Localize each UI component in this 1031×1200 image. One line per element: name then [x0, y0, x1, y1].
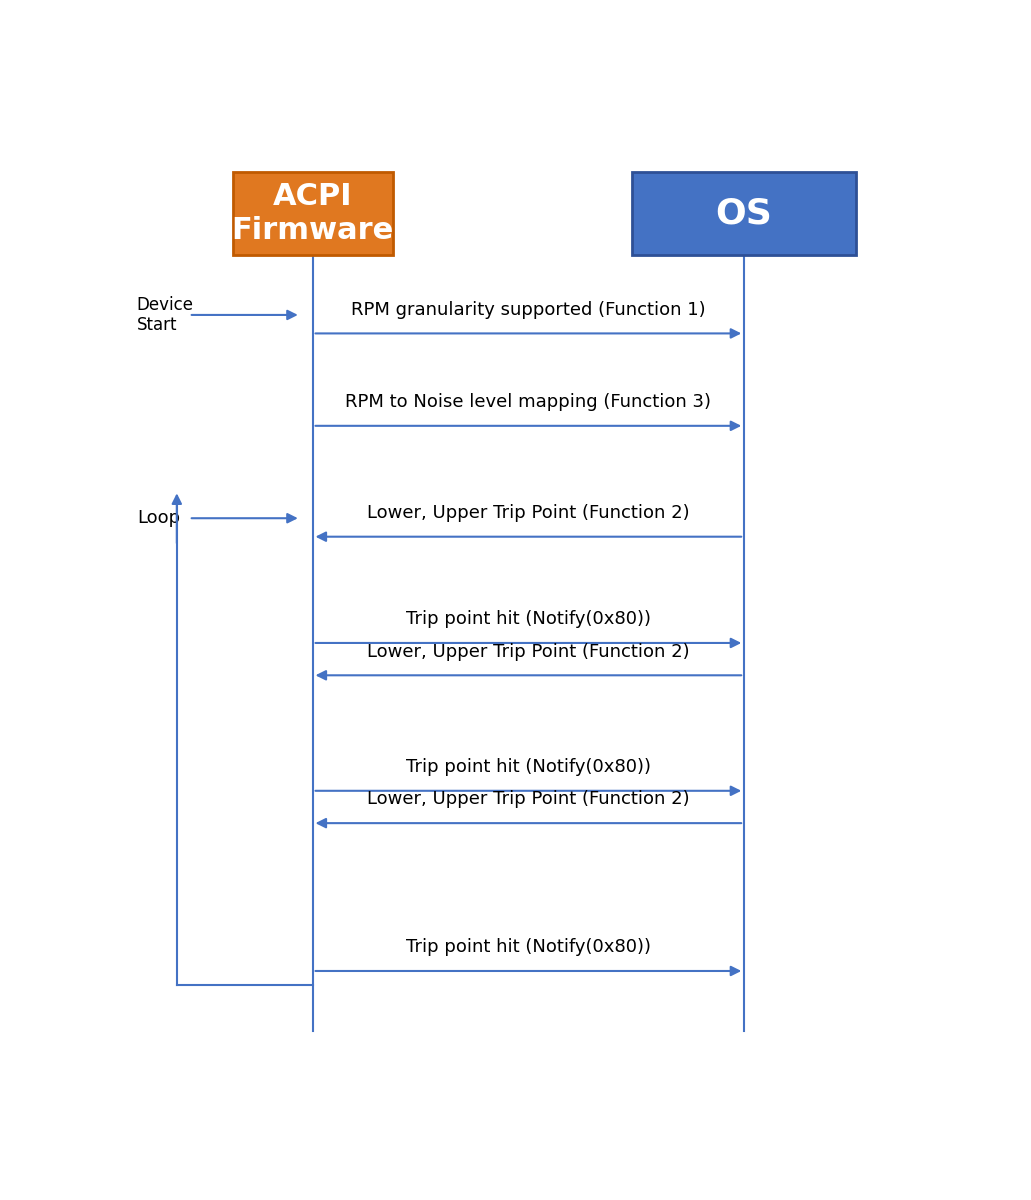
- Text: Trip point hit (Notify(0x80)): Trip point hit (Notify(0x80)): [406, 610, 651, 628]
- Text: RPM to Noise level mapping (Function 3): RPM to Noise level mapping (Function 3): [345, 394, 711, 412]
- Text: Lower, Upper Trip Point (Function 2): Lower, Upper Trip Point (Function 2): [367, 791, 690, 809]
- FancyBboxPatch shape: [233, 172, 393, 254]
- Text: ACPI
Firmware: ACPI Firmware: [232, 182, 394, 245]
- Text: OS: OS: [716, 197, 772, 230]
- Text: RPM granularity supported (Function 1): RPM granularity supported (Function 1): [352, 301, 705, 319]
- Text: Lower, Upper Trip Point (Function 2): Lower, Upper Trip Point (Function 2): [367, 642, 690, 660]
- Text: Loop: Loop: [137, 509, 180, 527]
- FancyBboxPatch shape: [632, 172, 856, 254]
- Text: Trip point hit (Notify(0x80)): Trip point hit (Notify(0x80)): [406, 938, 651, 956]
- Text: Device
Start: Device Start: [137, 295, 194, 335]
- Text: Trip point hit (Notify(0x80)): Trip point hit (Notify(0x80)): [406, 758, 651, 776]
- Text: Lower, Upper Trip Point (Function 2): Lower, Upper Trip Point (Function 2): [367, 504, 690, 522]
